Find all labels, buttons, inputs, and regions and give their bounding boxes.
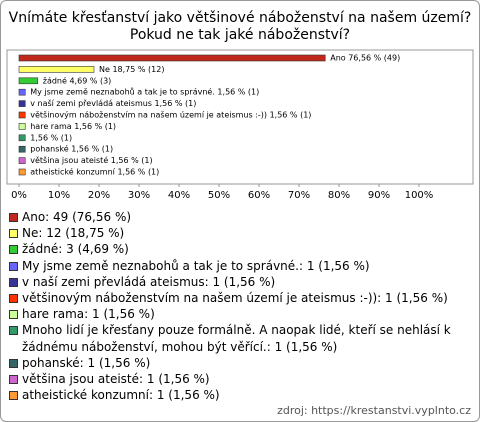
legend-swatch: [9, 310, 18, 320]
bar: [18, 168, 26, 176]
legend-label: atheistické konzumní: 1 (1,56 %): [22, 388, 220, 403]
legend-swatch: [9, 391, 18, 401]
value-label: pohanské 1,56 % (1): [30, 144, 113, 154]
legend-item: v naší zemi převládá ateismus: 1 (1,56 %…: [9, 274, 471, 290]
source: zdroj: https://krestanstvi.vyplnto.cz: [277, 404, 471, 417]
x-tick-label: 40%: [168, 190, 190, 201]
x-tick-label: 70%: [288, 190, 310, 201]
value-label: žádné 4,69 % (3): [43, 75, 112, 85]
legend-label: Ano: 49 (76,56 %): [22, 210, 132, 224]
legend-swatch: [9, 213, 18, 222]
x-tick-label: 10%: [48, 190, 70, 201]
chart-title: Vnímáte křesťanství jako většinové nábož…: [9, 10, 472, 26]
legend-label: většina jsou ateisté: 1 (1,56 %): [22, 372, 210, 387]
legend-swatch: [9, 229, 18, 239]
value-label: Ano 76,56 % (49): [330, 54, 400, 63]
legend-label: hare rama: 1 (1,56 %): [22, 307, 155, 322]
legend-label: v naší zemi převládá ateismus: 1 (1,56 %…: [22, 274, 276, 289]
legend-item: Mnoho lidí je křesťany pouze formálně. A…: [9, 322, 471, 354]
legend-item: Ano: 49 (76,56 %): [9, 209, 471, 225]
bar: [18, 134, 26, 142]
value-label: většina jsou ateisté 1,56 % (1): [30, 155, 152, 165]
bar: [18, 100, 26, 107]
legend-item: většinovým náboženstvím na našem území j…: [9, 290, 471, 306]
legend-item: My jsme země neznabohů a tak je to správ…: [9, 258, 471, 274]
x-tick-label: 0%: [11, 190, 27, 201]
bar: [18, 145, 26, 153]
legend-label: My jsme země neznabohů a tak je to správ…: [22, 258, 370, 273]
legend-swatch: [9, 245, 18, 255]
value-label: Ne 18,75 % (12): [99, 65, 164, 74]
legend-item: atheistické konzumní: 1 (1,56 %): [9, 387, 471, 403]
legend-label: Mnoho lidí je křesťany pouze formálně. A…: [22, 323, 451, 354]
bar: [18, 123, 26, 130]
legend-item: většina jsou ateisté: 1 (1,56 %): [9, 371, 471, 387]
legend-swatch: [9, 294, 18, 304]
legend-swatch: [9, 358, 18, 368]
x-tick-label: 80%: [328, 190, 350, 201]
bar: [18, 88, 26, 96]
value-label: v naší zemi převládá ateismus 1,56 % (1): [30, 98, 196, 108]
x-tick-label: 50%: [208, 190, 230, 201]
x-tick-label: 20%: [88, 190, 110, 201]
chart-title: Pokud ne tak jaké náboženství?: [130, 27, 350, 43]
legend-swatch: [9, 326, 18, 336]
legend: Ano: 49 (76,56 %) Ne: 12 (18,75 %) žádné: …: [9, 209, 471, 403]
value-label: 1,56 % (1): [30, 133, 72, 142]
x-tick-label: 90%: [368, 190, 390, 201]
bar: [18, 77, 39, 85]
legend-item: žádné: 3 (4,69 %): [9, 241, 471, 257]
value-label: My jsme země neznabohů a tak je to správ…: [30, 87, 259, 97]
legend-item: Ne: 12 (18,75 %): [9, 225, 471, 241]
legend-swatch: [9, 277, 18, 287]
value-label: atheistické konzumní 1,56 % (1): [30, 167, 159, 177]
chart: Vnímáte křesťanství jako většinové nábož…: [6, 10, 474, 201]
x-tick-label: 100%: [405, 190, 434, 201]
bar: [18, 111, 26, 119]
legend-label: většinovým náboženstvím na našem území j…: [22, 291, 448, 306]
bar: [18, 54, 326, 62]
x-tick-label: 30%: [128, 190, 150, 201]
legend-item: hare rama: 1 (1,56 %): [9, 306, 471, 322]
value-label: hare rama 1,56 % (1): [30, 122, 116, 131]
legend-swatch: [9, 375, 18, 385]
bar: [18, 157, 26, 164]
legend-label: žádné: 3 (4,69 %): [22, 242, 129, 257]
legend-label: pohanské: 1 (1,56 %): [22, 355, 151, 370]
bar: [18, 66, 95, 73]
legend-item: pohanské: 1 (1,56 %): [9, 355, 471, 371]
legend-label: Ne: 12 (18,75 %): [22, 226, 125, 241]
x-tick-label: 60%: [248, 190, 270, 201]
value-label: většinovým náboženstvím na našem území j…: [30, 110, 311, 120]
legend-swatch: [9, 261, 18, 271]
